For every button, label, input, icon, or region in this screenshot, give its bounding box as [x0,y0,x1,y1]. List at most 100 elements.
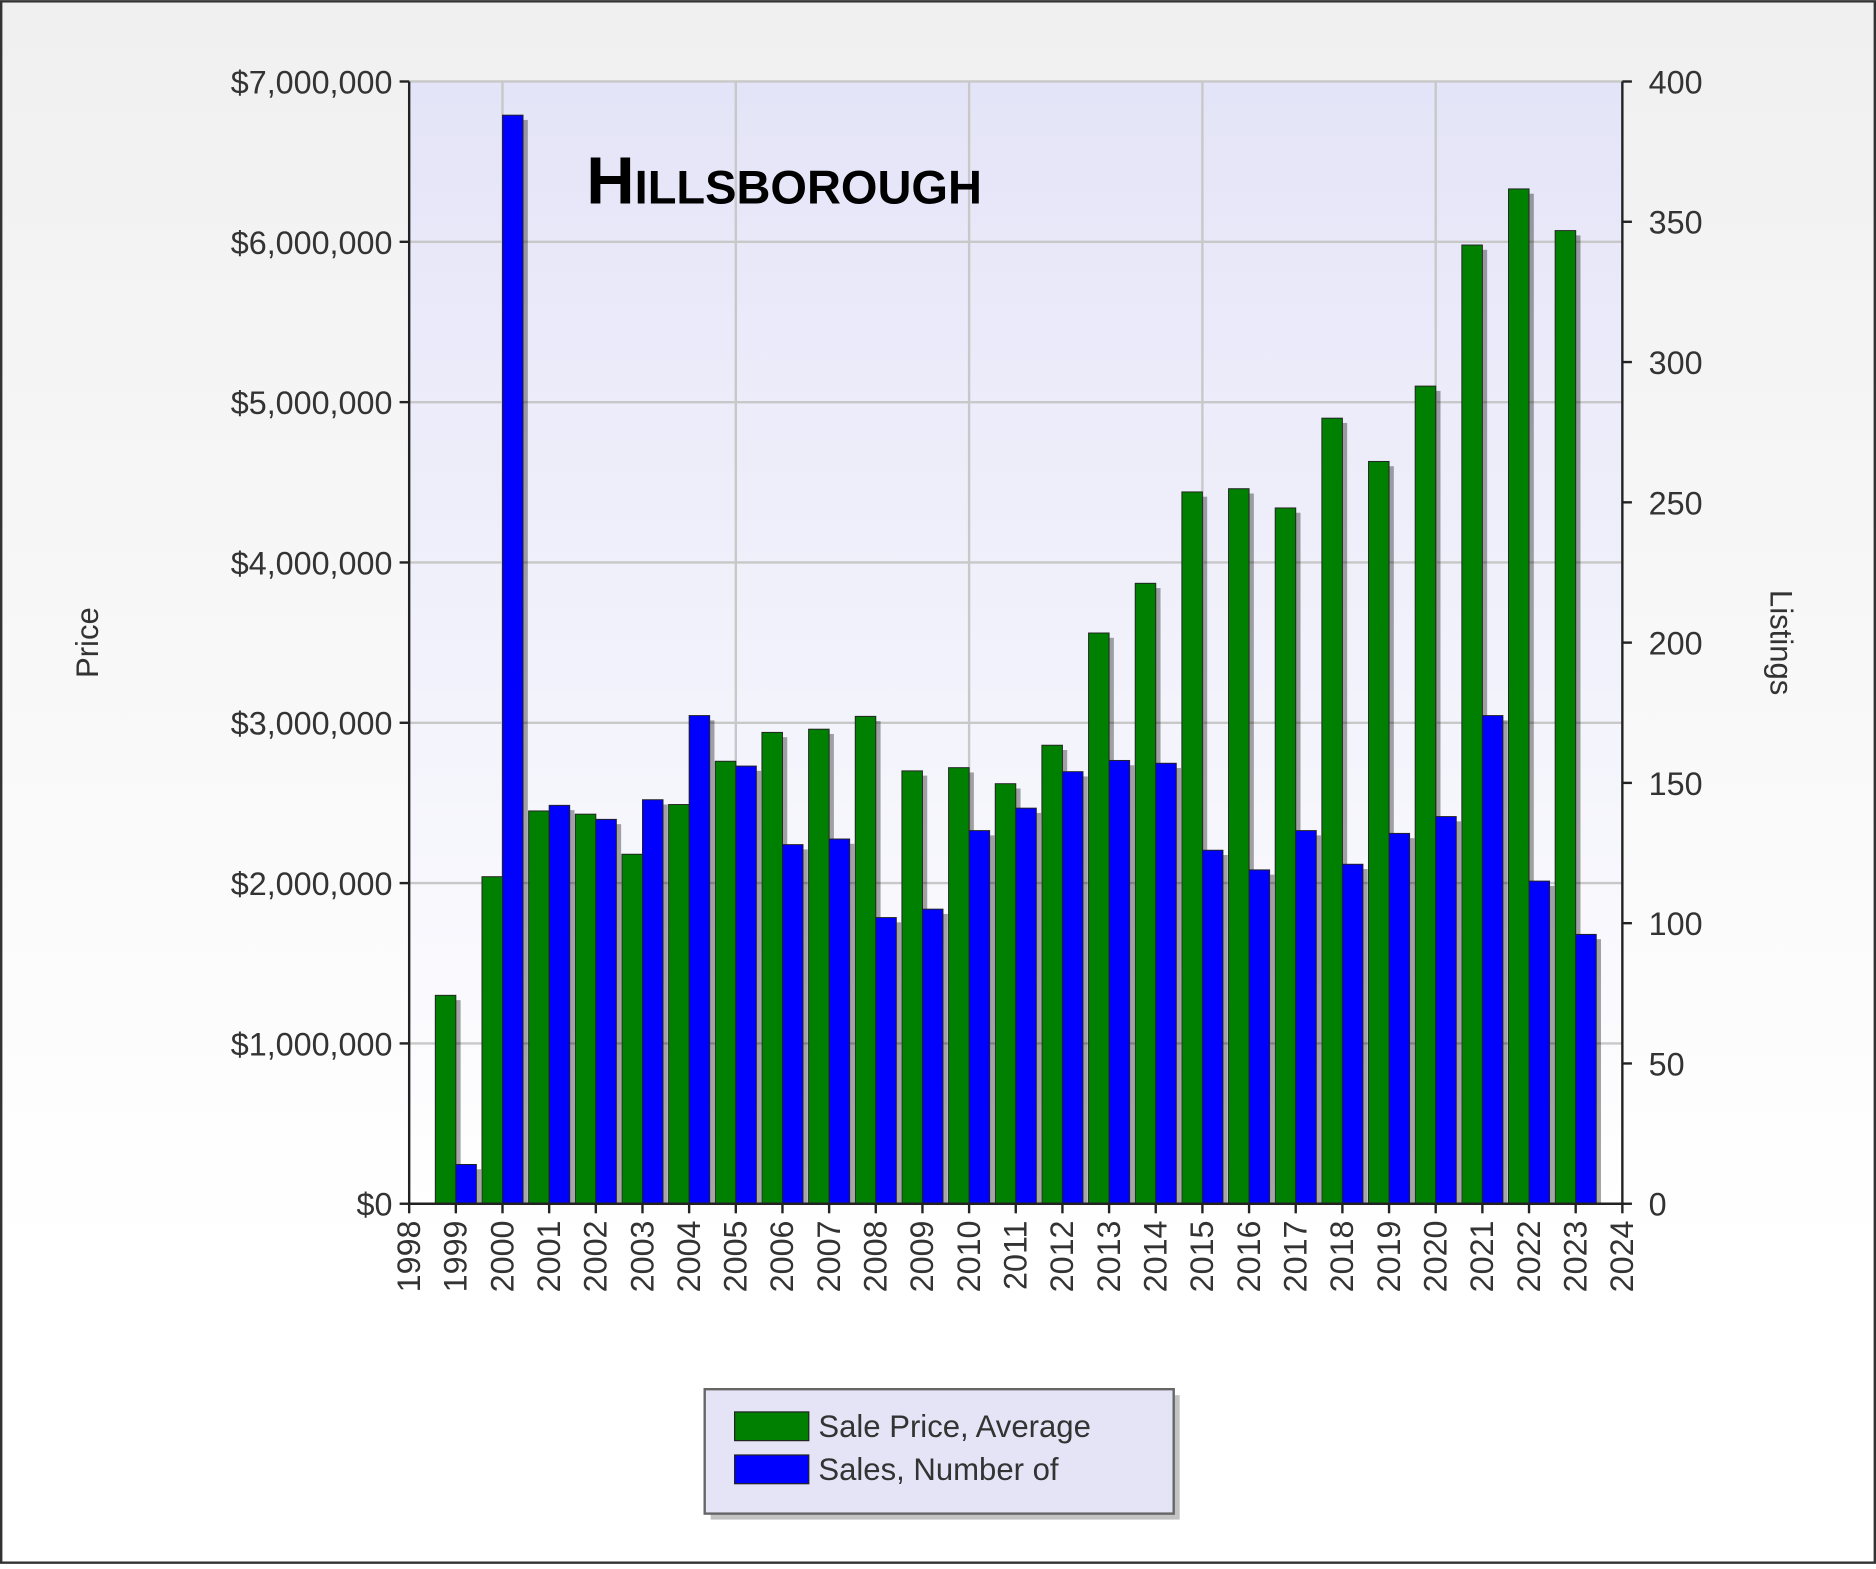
x-tick-label: 2021 [1464,1220,1500,1292]
y-tick-label: $4,000,000 [231,545,393,581]
bar [761,731,783,1205]
bar [1575,933,1597,1205]
bar [921,908,944,1205]
legend-label: Sale Price, Average [818,1409,1091,1444]
bar [968,830,991,1205]
legend [703,1387,1175,1515]
bar [1108,759,1131,1205]
bar [1368,460,1390,1205]
bar [901,770,923,1205]
bar [548,804,571,1205]
x-tick-label: 2009 [904,1220,940,1292]
y2-tick-label: 100 [1649,906,1703,942]
y2-tick-label: 350 [1649,205,1703,241]
bar [574,813,597,1205]
x-tick-label: 2022 [1511,1220,1547,1292]
y-tick-label: $5,000,000 [231,385,393,421]
bar [1481,715,1504,1205]
bar [481,876,503,1205]
bar [1321,417,1343,1205]
bar [828,838,851,1205]
bar [1088,632,1110,1205]
y2-tick-label: 0 [1649,1187,1667,1223]
bar [994,783,1017,1205]
bar [854,715,877,1205]
x-tick-label: 2002 [578,1220,614,1292]
bar [502,114,524,1205]
x-tick-label: 2014 [1138,1220,1174,1292]
x-tick-label: 2019 [1371,1220,1407,1292]
bar [1508,188,1530,1205]
x-tick-label: 2016 [1231,1220,1267,1292]
bar [1528,880,1551,1205]
bar [1155,762,1177,1205]
bar [875,917,897,1205]
bar [642,799,664,1205]
y2-tick-label: 400 [1649,64,1703,100]
bar [455,1163,477,1205]
bar [1181,491,1203,1205]
y2-tick-label: 250 [1649,485,1703,521]
x-tick-label: 2006 [764,1220,800,1292]
y-axis-label: Price [70,607,105,678]
x-tick-label: 1998 [391,1220,427,1292]
bar [781,844,804,1205]
x-tick-label: 2010 [951,1220,987,1292]
bar [1461,244,1483,1205]
legend-swatch [734,1411,810,1442]
bar [1134,582,1157,1205]
y2-tick-label: 50 [1649,1046,1685,1082]
x-tick-label: 2024 [1604,1220,1640,1292]
bar [434,994,457,1205]
x-tick-label: 2001 [531,1220,567,1292]
y-tick-label: $3,000,000 [231,706,393,742]
y-tick-label: $7,000,000 [231,64,393,100]
y-tick-label: $0 [356,1187,392,1223]
bar [1015,807,1037,1205]
bar [1228,488,1250,1205]
y2-tick-label: 300 [1649,345,1703,381]
x-tick-label: 1999 [438,1220,474,1292]
x-tick-label: 2020 [1417,1220,1453,1292]
bar [1041,744,1063,1205]
x-tick-label: 2015 [1184,1220,1220,1292]
x-tick-label: 2005 [718,1220,754,1292]
x-tick-label: 2003 [624,1220,660,1292]
y2-tick-label: 200 [1649,626,1703,662]
y-tick-label: $1,000,000 [231,1026,393,1062]
x-tick-label: 2008 [858,1220,894,1292]
x-tick-label: 2000 [484,1220,520,1292]
x-tick-label: 2023 [1557,1220,1593,1292]
x-tick-label: 2012 [1044,1220,1080,1292]
bar [808,728,830,1205]
x-tick-label: 2017 [1278,1220,1314,1292]
y2-tick-label: 150 [1649,766,1703,802]
x-tick-label: 2011 [998,1220,1034,1289]
bar [1341,863,1364,1205]
x-tick-label: 2004 [671,1220,707,1292]
bar [714,760,737,1205]
bar [735,765,757,1205]
bar [688,715,711,1205]
bar [1274,507,1297,1205]
x-tick-label: 2018 [1324,1220,1360,1292]
chart-title: Hillsborough [586,144,982,219]
bar [528,810,550,1205]
legend-label: Sales, Number of [818,1452,1059,1487]
bar [1414,385,1437,1205]
bar [1435,816,1457,1205]
bar [1061,771,1084,1205]
y-tick-label: $2,000,000 [231,866,393,902]
bar [668,804,690,1205]
legend-swatch [734,1454,810,1485]
x-tick-label: 2013 [1091,1220,1127,1292]
bar [1388,832,1411,1205]
y2-axis-label: Listings [1764,590,1799,695]
bar [948,767,970,1205]
bar [1295,830,1317,1205]
bar [1201,849,1224,1205]
y-tick-label: $6,000,000 [231,225,393,261]
bar [1248,869,1271,1205]
